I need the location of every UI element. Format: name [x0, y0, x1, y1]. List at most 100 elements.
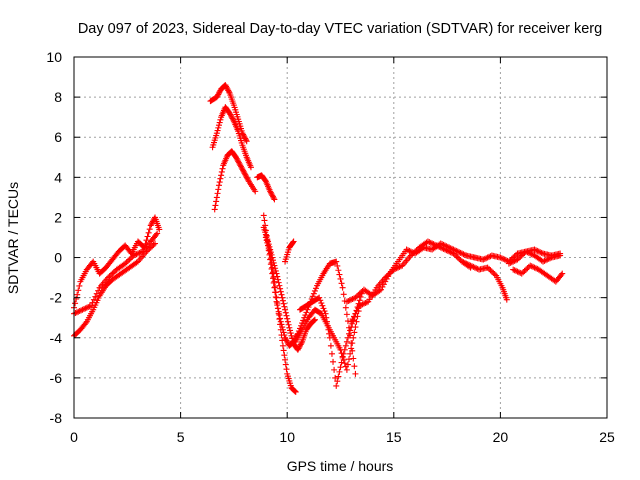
- data-point: [110, 269, 117, 276]
- data-point: [213, 94, 220, 101]
- y-tick-label: 2: [54, 209, 62, 225]
- data-point: [356, 290, 363, 297]
- data-point: [78, 307, 85, 314]
- data-point: [279, 294, 286, 301]
- data-point: [92, 293, 99, 300]
- data-point: [353, 318, 360, 325]
- data-point: [340, 356, 347, 363]
- data-point: [291, 387, 298, 394]
- data-point: [295, 345, 302, 352]
- data-point: [386, 270, 393, 277]
- data-point: [510, 258, 517, 265]
- data-point: [352, 310, 359, 317]
- data-point: [459, 250, 466, 257]
- data-point: [346, 356, 353, 363]
- data-point: [328, 350, 335, 357]
- data-point: [290, 238, 297, 245]
- data-point: [406, 247, 413, 254]
- data-point: [490, 269, 497, 276]
- data-point: [557, 250, 564, 257]
- data-point: [284, 318, 291, 325]
- data-point: [451, 251, 458, 258]
- data-point: [241, 170, 248, 177]
- data-point: [520, 269, 527, 276]
- data-point: [434, 243, 441, 250]
- data-point: [213, 198, 220, 205]
- data-point: [226, 110, 233, 117]
- x-tick-label: 5: [177, 429, 185, 445]
- data-point: [217, 175, 224, 182]
- data-point: [298, 340, 305, 347]
- data-point: [430, 241, 437, 248]
- data-point: [216, 88, 223, 95]
- data-point: [213, 194, 220, 201]
- data-point: [348, 345, 355, 352]
- data-point: [427, 239, 434, 246]
- data-point: [537, 249, 544, 256]
- data-point: [242, 171, 249, 178]
- data-point: [214, 92, 221, 99]
- data-point: [360, 300, 367, 307]
- series-storm-tail: [254, 172, 278, 203]
- data-point: [144, 247, 151, 254]
- data-point: [510, 266, 517, 273]
- data-point: [344, 334, 351, 341]
- data-point: [261, 217, 268, 224]
- data-point: [263, 237, 270, 244]
- data-point: [286, 324, 293, 331]
- data-point: [211, 206, 218, 213]
- data-point: [267, 249, 274, 256]
- data-point: [272, 265, 279, 272]
- data-point: [363, 299, 370, 306]
- series-late-d: [510, 262, 566, 285]
- data-point: [309, 293, 316, 300]
- data-point: [222, 82, 229, 89]
- data-point: [274, 276, 281, 283]
- data-point: [337, 275, 344, 282]
- data-point: [272, 267, 279, 274]
- data-point: [527, 262, 534, 269]
- data-point: [233, 154, 240, 161]
- data-point: [268, 265, 275, 272]
- data-point: [413, 247, 420, 254]
- data-point: [487, 267, 494, 274]
- data-point: [497, 254, 504, 261]
- data-point: [460, 251, 467, 258]
- data-point: [133, 259, 140, 266]
- data-point: [236, 160, 243, 167]
- chart-title: Day 097 of 2023, Sidereal Day-to-day VTE…: [78, 21, 602, 37]
- data-point: [429, 240, 436, 247]
- data-point: [344, 361, 351, 368]
- data-point: [126, 256, 133, 263]
- data-point: [229, 115, 236, 122]
- data-point: [491, 271, 498, 278]
- data-point: [143, 248, 150, 255]
- data-point: [447, 249, 454, 256]
- data-point: [376, 287, 383, 294]
- data-point: [337, 364, 344, 371]
- data-point: [467, 262, 474, 269]
- data-point: [320, 305, 327, 312]
- data-point: [444, 247, 451, 254]
- data-point: [282, 309, 289, 316]
- data-point: [215, 182, 222, 189]
- data-point: [532, 265, 539, 272]
- data-point: [279, 337, 286, 344]
- data-point: [267, 255, 274, 262]
- data-point: [218, 172, 225, 179]
- data-point: [289, 239, 296, 246]
- data-point: [242, 172, 249, 179]
- data-point: [540, 258, 547, 265]
- data-point: [457, 249, 464, 256]
- data-point: [147, 244, 154, 251]
- data-point: [279, 297, 286, 304]
- data-point: [247, 164, 254, 171]
- data-point: [544, 256, 551, 263]
- data-point: [75, 287, 82, 294]
- x-tick-label: 20: [493, 429, 509, 445]
- data-point: [355, 305, 362, 312]
- data-point: [461, 259, 468, 266]
- data-point: [348, 318, 355, 325]
